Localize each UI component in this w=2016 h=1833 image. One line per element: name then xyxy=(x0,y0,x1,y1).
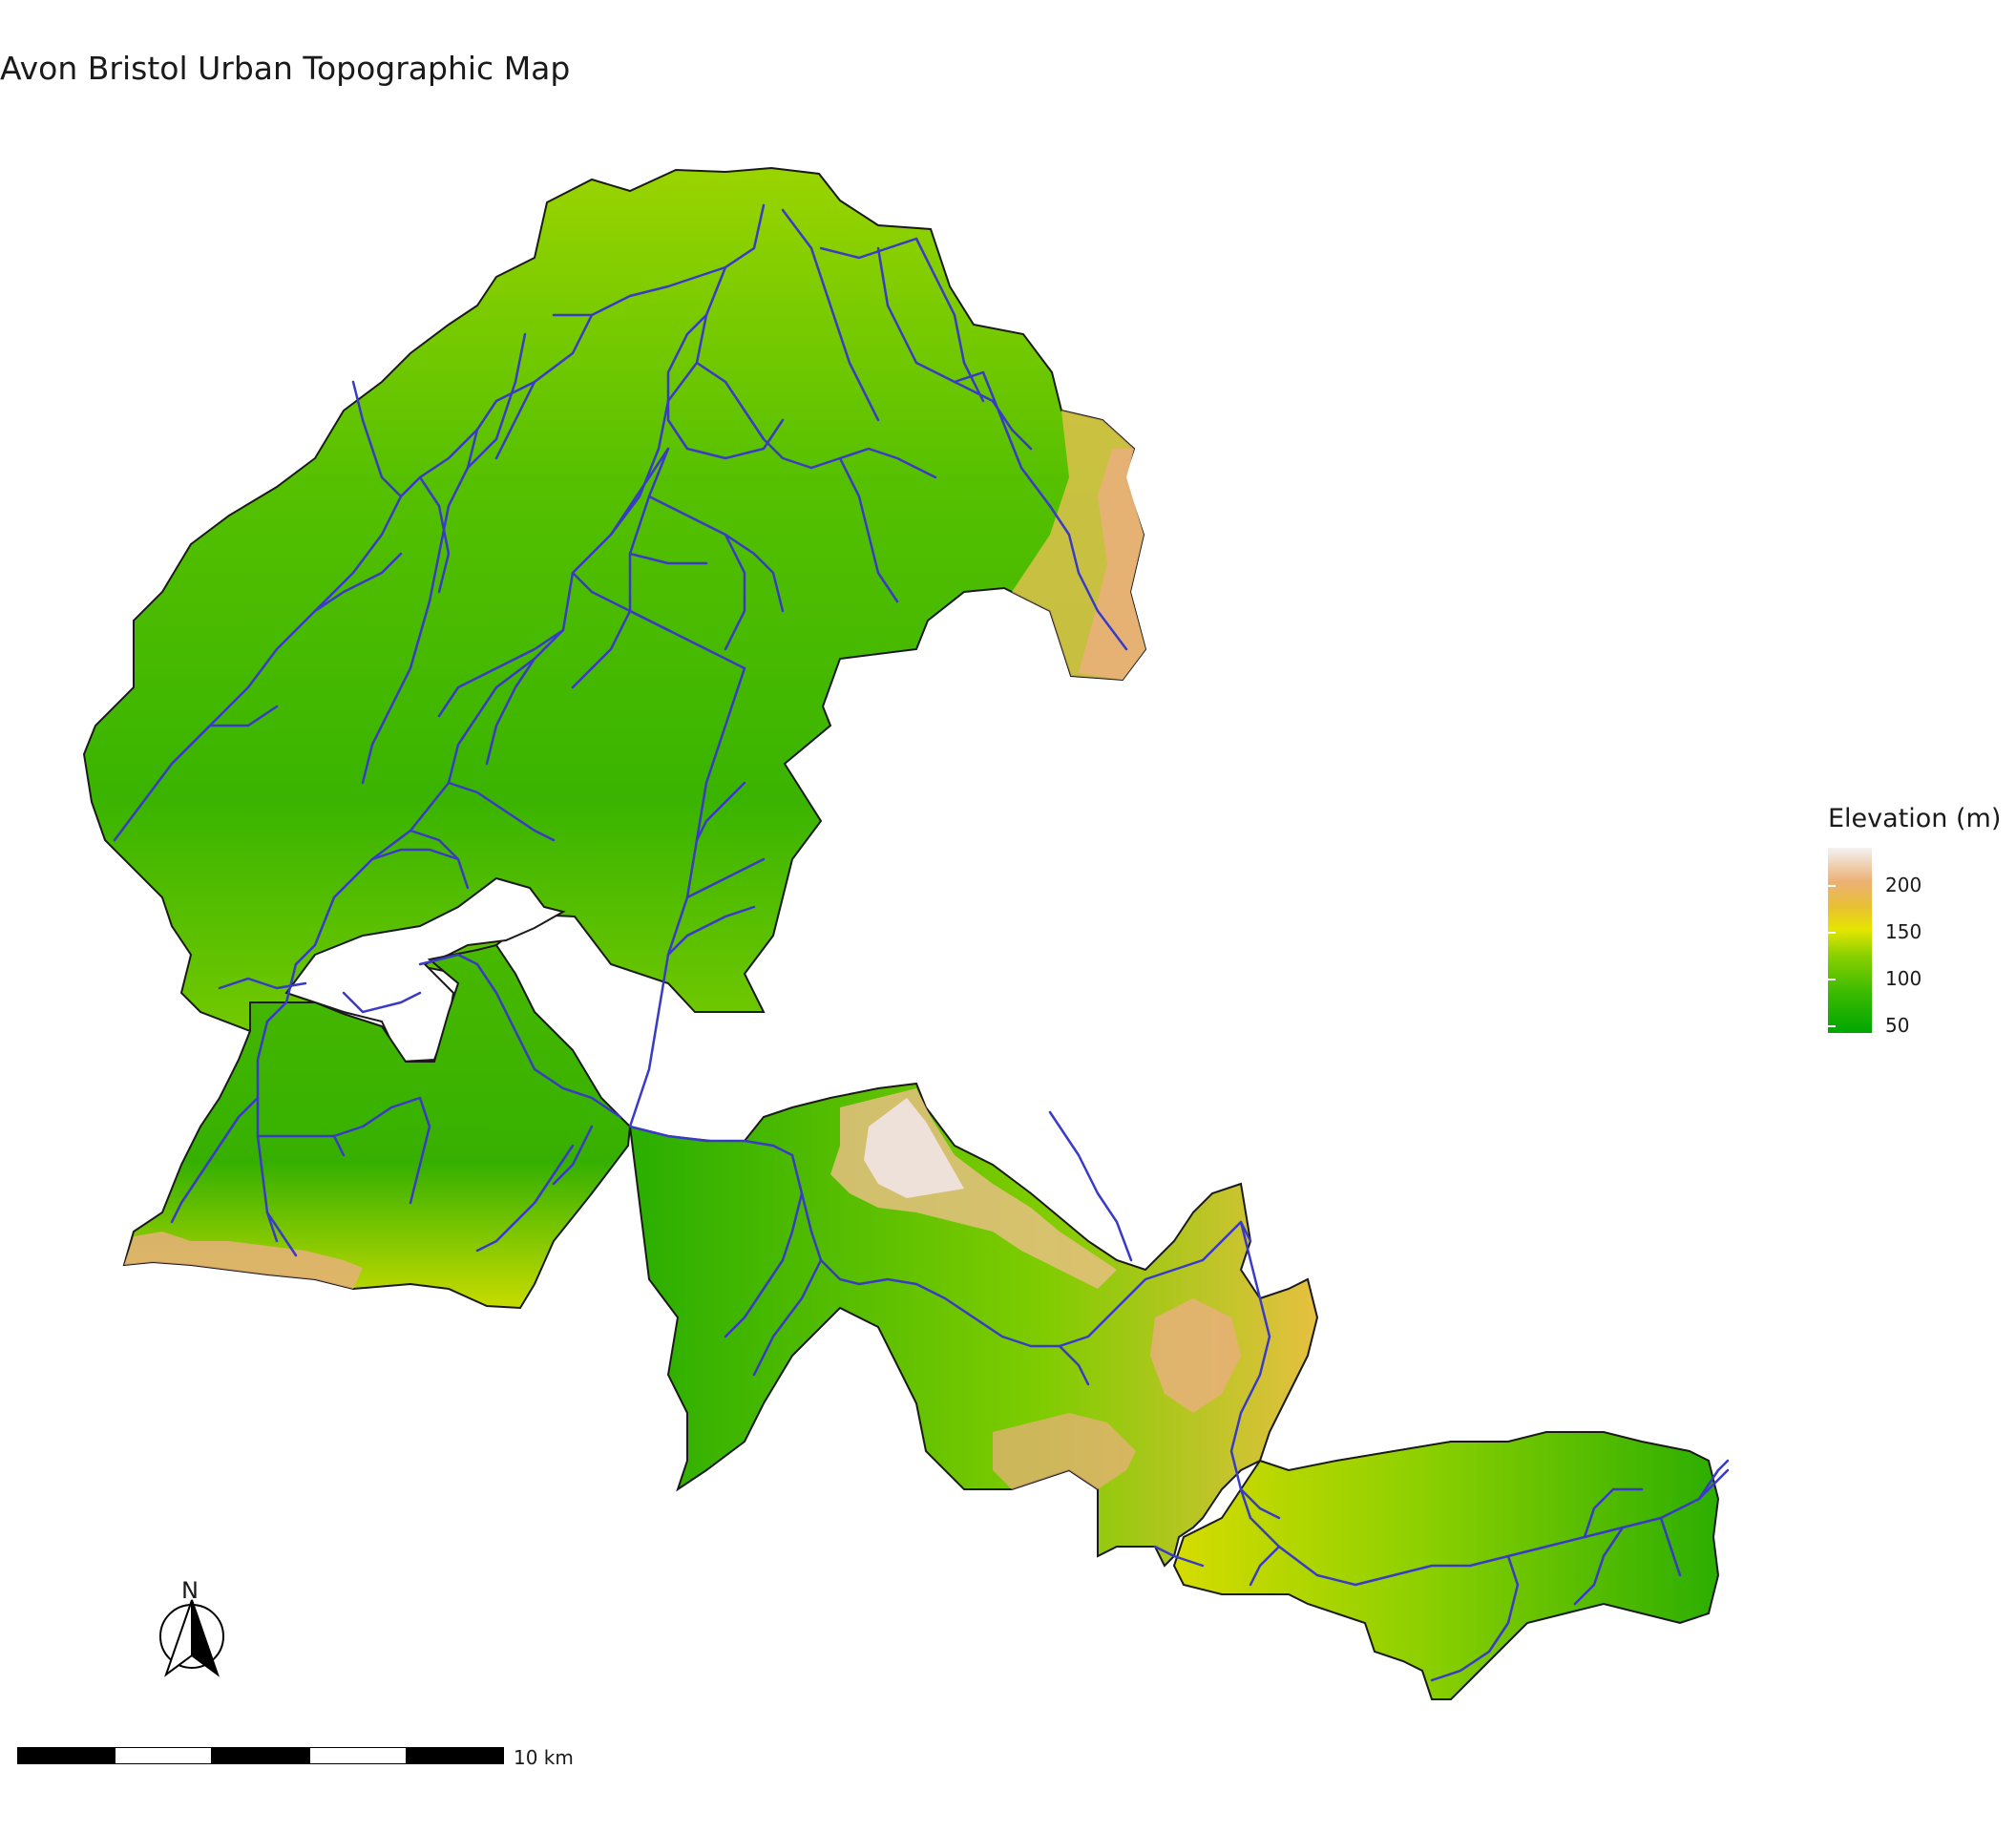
river-branch-8 xyxy=(695,361,813,470)
north-arrow-label: N xyxy=(181,1577,199,1604)
estuary-water xyxy=(284,876,566,1064)
river-branch-15 xyxy=(351,380,403,498)
river-southeast-branch-4 xyxy=(1573,1526,1625,1606)
scale-bar xyxy=(17,1747,504,1764)
river-branch-35 xyxy=(695,781,746,842)
river-branch-18 xyxy=(170,705,279,766)
river-branch-9 xyxy=(809,447,937,479)
scale-bar-label: 10 km xyxy=(514,1746,574,1769)
river-branch-29 xyxy=(724,533,746,651)
legend-tick-label: 50 xyxy=(1885,1014,1910,1037)
river-southwest-2 xyxy=(265,1211,298,1257)
legend-colorbar xyxy=(1828,848,1872,1033)
river-branch-17 xyxy=(418,475,451,594)
river-branch-31 xyxy=(838,456,899,603)
river-southwest-6 xyxy=(409,1096,431,1205)
river-branch-1 xyxy=(552,265,727,317)
upland-south-centre xyxy=(1150,1298,1241,1413)
river-branch-20 xyxy=(571,571,670,632)
river-southwest-7 xyxy=(418,953,622,1119)
river-branch-6 xyxy=(914,237,985,403)
legend-tick-mark-50 xyxy=(1828,1025,1836,1027)
legend-tick-mark-200 xyxy=(1828,885,1836,887)
legend-tick-label: 150 xyxy=(1885,920,1922,943)
river-central-tributary-2 xyxy=(752,1258,823,1377)
river-branch-13 xyxy=(361,380,536,785)
north-arrow-icon xyxy=(159,1599,224,1677)
river-southeast-branch-3 xyxy=(1659,1516,1682,1577)
upland-valley-floor xyxy=(993,1413,1136,1489)
region-north xyxy=(82,166,1147,1071)
river-southeast-trunk xyxy=(1249,1468,1730,1587)
map-title: Avon Bristol Urban Topographic Map xyxy=(0,50,571,87)
river-branch-5 xyxy=(876,246,985,384)
river-southwest-4 xyxy=(332,1134,346,1157)
river-southwest-9 xyxy=(552,1125,594,1186)
river-central-tributary-3 xyxy=(1229,1220,1271,1520)
legend-tick-label: 100 xyxy=(1885,967,1922,990)
river-estuary-loop xyxy=(342,991,422,1014)
peak-centre xyxy=(864,1098,964,1198)
river-southeast-branch-1 xyxy=(1430,1554,1520,1682)
river-south-centre-outlet xyxy=(1239,1487,1281,1520)
river-branch-24 xyxy=(447,781,556,842)
river-branch-22 xyxy=(437,628,565,718)
legend-tick-mark-150 xyxy=(1828,932,1836,934)
river-branch-16 xyxy=(466,332,527,470)
river-branch-7 xyxy=(981,370,1128,651)
river-trunk-main xyxy=(294,203,766,966)
river-southeast-branch-2 xyxy=(1583,1487,1644,1539)
river-central-trunk xyxy=(628,1125,1252,1348)
river-southwest-5 xyxy=(170,1096,260,1224)
river-branch-19 xyxy=(313,552,403,613)
river-branch-4 xyxy=(819,237,918,260)
river-central-tributary-1 xyxy=(724,1191,804,1338)
river-branch-25 xyxy=(409,829,470,890)
river-southeast-branch-5 xyxy=(1249,1545,1281,1587)
river-branch-23 xyxy=(485,657,536,766)
river-branch-21 xyxy=(609,447,670,537)
river-central-outlet-east xyxy=(1153,1545,1205,1568)
river-branch-30 xyxy=(953,380,1033,451)
river-branch-34 xyxy=(685,857,766,899)
river-branch-27 xyxy=(647,495,785,613)
river-branch-33 xyxy=(666,905,756,957)
river-southwest-8 xyxy=(475,1144,575,1253)
region-southwest xyxy=(122,943,632,1310)
legend-tick-label: 200 xyxy=(1885,874,1922,896)
legend-title: Elevation (m) xyxy=(1828,804,2002,833)
river-northeast-flow xyxy=(1048,1110,1133,1262)
river-branch-26 xyxy=(370,848,460,861)
river-central-tributary-4 xyxy=(1058,1344,1090,1386)
river-branch-2 xyxy=(666,313,785,460)
river-network xyxy=(113,203,1730,1682)
river-southwest-3 xyxy=(256,1096,422,1138)
river-branch-3 xyxy=(781,208,880,422)
river-branch-28 xyxy=(628,552,708,565)
elevation-legend: Elevation (m) 200 150 100 50 xyxy=(1828,804,2016,1081)
river-branch-10 xyxy=(571,447,670,689)
upland-southwest xyxy=(124,1232,363,1289)
legend-tick-mark-100 xyxy=(1828,979,1836,980)
upland-northeast-spur xyxy=(1079,449,1145,680)
river-southeast-outlet xyxy=(1697,1459,1730,1501)
